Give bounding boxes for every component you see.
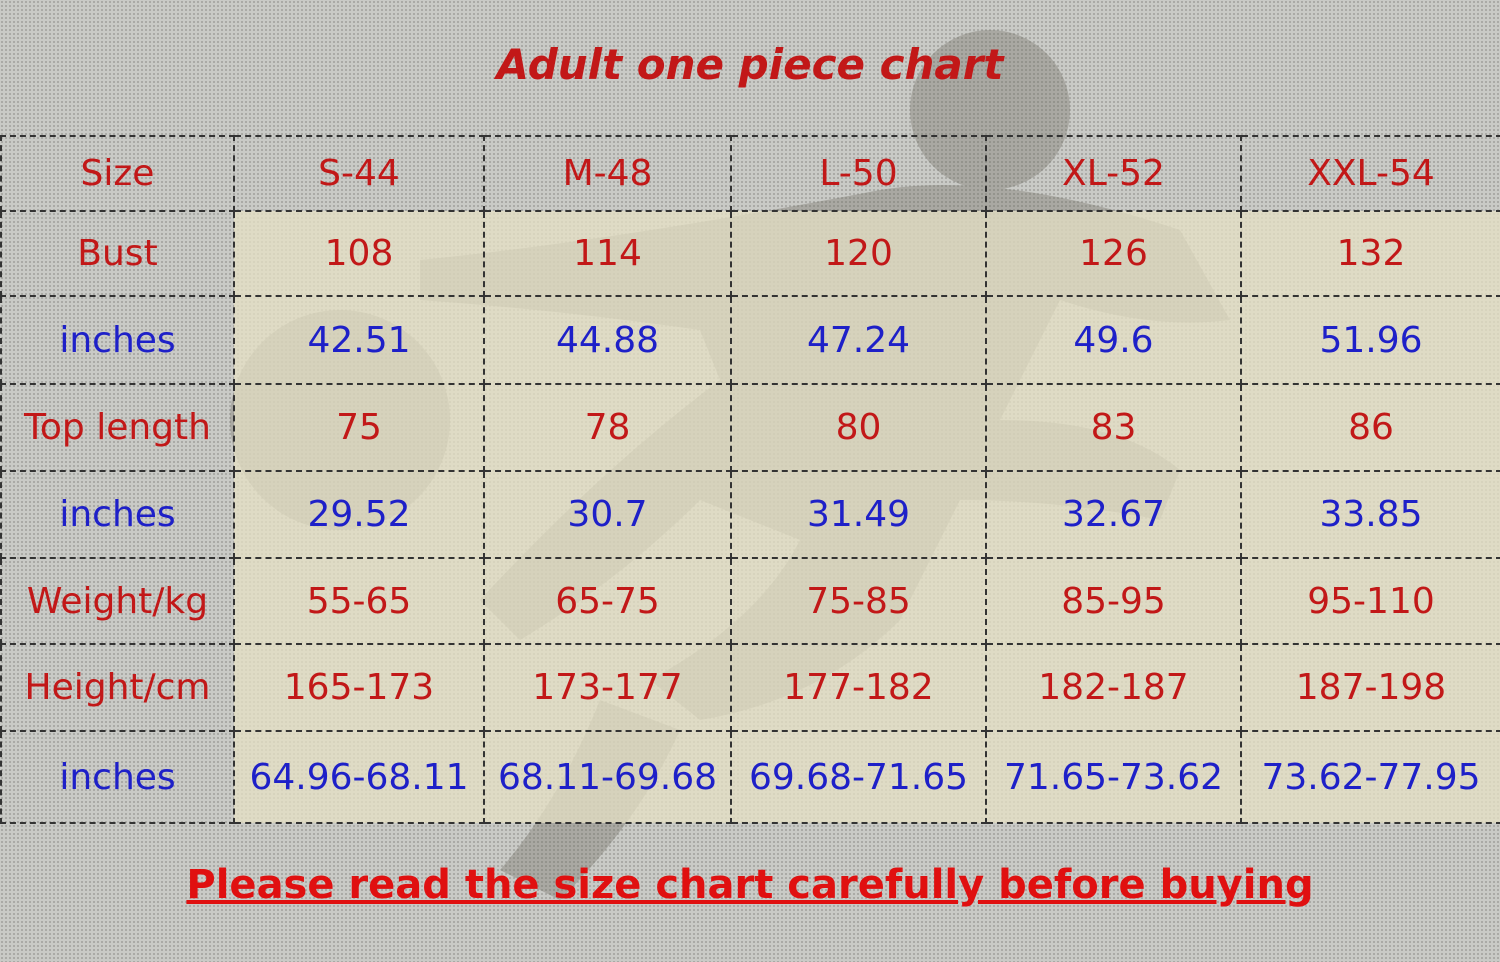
row-label: Weight/kg — [0, 557, 235, 645]
header-row: Size S-44 M-48 L-50 XL-52 XXL-54 — [0, 135, 1500, 212]
table-row: Height/cm 165-173 173-177 177-182 182-187 187… — [0, 643, 1500, 732]
table-cell: 120 — [730, 210, 987, 297]
size-header: XL-52 — [985, 135, 1242, 212]
table-row: Weight/kg 55-65 65-75 75-85 85-95 95-110 — [0, 557, 1500, 645]
row-label: inches — [0, 730, 235, 824]
table-cell: 80 — [730, 383, 987, 472]
table-cell: 30.7 — [483, 470, 732, 559]
table-cell: 78 — [483, 383, 732, 472]
row-label: Size — [0, 135, 235, 212]
table-cell: 29.52 — [233, 470, 485, 559]
table-cell: 64.96-68.11 — [233, 730, 485, 824]
table-cell: 69.68-71.65 — [730, 730, 987, 824]
table-cell: 75-85 — [730, 557, 987, 645]
table-row: inches 64.96-68.11 68.11-69.68 69.68-71.65 7… — [0, 730, 1500, 824]
row-label: Bust — [0, 210, 235, 297]
table-cell: 32.67 — [985, 470, 1242, 559]
table-cell: 85-95 — [985, 557, 1242, 645]
row-label: inches — [0, 470, 235, 559]
table-cell: 132 — [1240, 210, 1500, 297]
table-cell: 51.96 — [1240, 295, 1500, 385]
table-cell: 83 — [985, 383, 1242, 472]
table-cell: 68.11-69.68 — [483, 730, 732, 824]
table-cell: 108 — [233, 210, 485, 297]
table-row: Top length 75 78 80 83 86 — [0, 383, 1500, 472]
footer-notice: Please read the size chart carefully bef… — [186, 862, 1314, 908]
table-cell: 114 — [483, 210, 732, 297]
size-header: M-48 — [483, 135, 732, 212]
table-cell: 95-110 — [1240, 557, 1500, 645]
table-row: inches 42.51 44.88 47.24 49.6 51.96 — [0, 295, 1500, 385]
table-cell: 71.65-73.62 — [985, 730, 1242, 824]
row-label: inches — [0, 295, 235, 385]
table-cell: 42.51 — [233, 295, 485, 385]
table-cell: 65-75 — [483, 557, 732, 645]
table-cell: 187-198 — [1240, 643, 1500, 732]
table-cell: 55-65 — [233, 557, 485, 645]
table-cell: 49.6 — [985, 295, 1242, 385]
table-row: Bust 108 114 120 126 132 — [0, 210, 1500, 297]
table-row: inches 29.52 30.7 31.49 32.67 33.85 — [0, 470, 1500, 559]
table-cell: 165-173 — [233, 643, 485, 732]
size-header: S-44 — [233, 135, 485, 212]
table-cell: 173-177 — [483, 643, 732, 732]
table-cell: 75 — [233, 383, 485, 472]
table-cell: 86 — [1240, 383, 1500, 472]
table-cell: 177-182 — [730, 643, 987, 732]
row-label: Height/cm — [0, 643, 235, 732]
size-header: XXL-54 — [1240, 135, 1500, 212]
table-cell: 33.85 — [1240, 470, 1500, 559]
size-header: L-50 — [730, 135, 987, 212]
table-cell: 31.49 — [730, 470, 987, 559]
table-cell: 126 — [985, 210, 1242, 297]
table-cell: 73.62-77.95 — [1240, 730, 1500, 824]
table-cell: 44.88 — [483, 295, 732, 385]
table-cell: 182-187 — [985, 643, 1242, 732]
chart-title: Adult one piece chart — [496, 40, 1004, 89]
row-label: Top length — [0, 383, 235, 472]
table-cell: 47.24 — [730, 295, 987, 385]
size-table: Size S-44 M-48 L-50 XL-52 XXL-54 Bust 108… — [0, 135, 1500, 824]
